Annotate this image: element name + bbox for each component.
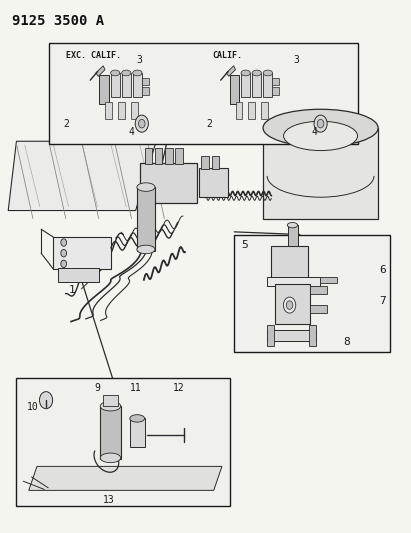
Bar [267,325,275,346]
Text: EXC. CALIF.: EXC. CALIF. [66,52,121,60]
Text: 4: 4 [129,127,134,137]
Bar [248,102,255,118]
Bar [261,102,268,118]
Bar [252,73,261,97]
Polygon shape [8,141,156,211]
Bar [131,102,138,118]
Circle shape [314,115,327,132]
Circle shape [61,249,67,257]
Bar [175,148,183,164]
Bar [16,378,230,506]
Circle shape [139,119,145,128]
Ellipse shape [100,401,121,411]
Polygon shape [226,66,236,76]
Bar [133,73,142,97]
Bar [199,168,228,197]
Text: 2: 2 [207,119,212,128]
Bar [165,148,173,164]
Bar [272,87,279,94]
Bar [130,418,145,447]
Bar [111,73,120,97]
Circle shape [284,297,296,313]
Circle shape [286,301,293,309]
Text: CALIF.: CALIF. [213,52,242,60]
Bar [230,75,239,104]
Bar [140,163,197,203]
Ellipse shape [263,70,272,76]
Bar [272,78,279,85]
Bar [263,73,272,97]
Ellipse shape [100,453,121,463]
Polygon shape [29,466,222,490]
Bar [49,43,358,144]
Bar [236,102,242,118]
Bar [267,330,316,341]
Text: 10: 10 [27,401,39,411]
Text: 3: 3 [137,55,143,64]
Bar [201,156,209,169]
Bar [145,148,152,164]
Ellipse shape [130,415,145,422]
Bar [99,75,109,104]
Bar [100,406,121,459]
Bar [103,395,118,406]
Bar [275,284,310,324]
Text: 4: 4 [312,127,317,137]
Bar [105,102,112,118]
Ellipse shape [111,70,120,76]
Text: 7: 7 [379,296,386,306]
Bar [137,187,155,251]
Bar [309,325,316,346]
Text: 3: 3 [293,55,299,64]
Ellipse shape [252,70,261,76]
Bar [271,246,308,278]
Circle shape [135,115,148,132]
Bar [310,305,327,313]
Bar [212,156,219,169]
Bar [267,277,321,286]
Bar [310,286,327,294]
Bar [263,128,378,219]
Text: 2: 2 [63,119,69,128]
Bar [58,268,99,282]
Bar [321,277,337,282]
Ellipse shape [122,70,131,76]
Text: 13: 13 [102,495,114,505]
Text: 5: 5 [241,240,248,250]
Ellipse shape [263,109,378,147]
Bar [142,87,149,94]
Polygon shape [96,66,105,76]
Bar [234,235,390,352]
Circle shape [61,239,67,246]
Ellipse shape [241,70,250,76]
Ellipse shape [133,70,142,76]
Circle shape [317,119,324,128]
Text: 6: 6 [379,265,386,274]
Text: 1: 1 [69,286,75,295]
Text: 12: 12 [173,383,185,393]
Bar [288,225,298,246]
Circle shape [61,260,67,268]
Circle shape [39,392,53,409]
Bar [122,73,131,97]
Ellipse shape [137,245,155,254]
Ellipse shape [287,222,298,228]
Text: 9: 9 [95,383,101,393]
Bar [142,78,149,85]
Ellipse shape [137,183,155,191]
Bar [53,237,111,269]
Bar [155,148,162,164]
Text: 9125 3500 A: 9125 3500 A [12,14,104,28]
Text: 11: 11 [130,383,142,393]
Bar [118,102,125,118]
Text: 8: 8 [343,337,350,347]
Bar [241,73,250,97]
Ellipse shape [284,122,358,151]
